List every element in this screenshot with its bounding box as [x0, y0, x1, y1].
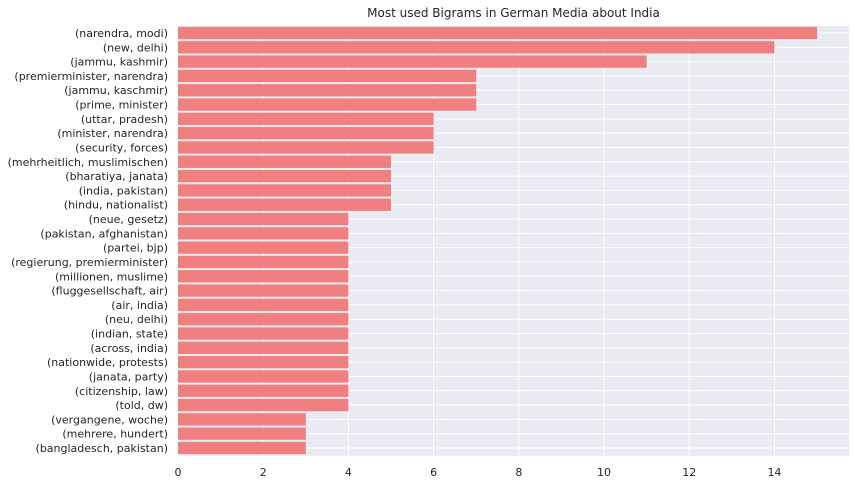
bar: [178, 427, 306, 440]
bar: [178, 284, 349, 297]
bar: [178, 127, 434, 140]
y-tick-label: (india, pakistan): [79, 184, 168, 197]
bar: [178, 441, 306, 455]
bars: [178, 26, 818, 455]
bar: [178, 112, 434, 126]
bar: [178, 184, 392, 197]
y-tick-label: (mehrere, hundert): [62, 428, 168, 441]
y-tick-label: (mehrheitlich, muslimischen): [8, 156, 168, 169]
bar: [178, 41, 775, 54]
x-tick-label: 2: [260, 466, 267, 479]
bar: [178, 84, 477, 97]
bar: [178, 398, 349, 412]
bar: [178, 98, 477, 111]
bar: [178, 313, 349, 326]
bar: [178, 169, 392, 183]
bar: [178, 255, 349, 269]
bar: [178, 298, 349, 312]
y-tick-label: (premierminister, narendra): [14, 70, 168, 83]
y-tick-label: (partei, bjp): [103, 242, 168, 255]
bar: [178, 212, 349, 226]
y-tick-label: (told, dw): [115, 399, 168, 412]
y-tick-label: (millionen, muslime): [55, 270, 168, 283]
x-tick-labels: 0 2 4 6 8 10 12 14: [175, 466, 782, 479]
x-tick-label: 14: [767, 466, 781, 479]
y-tick-label: (janata, party): [89, 370, 168, 383]
y-tick-label: (neue, gesetz): [89, 213, 168, 226]
bar: [178, 227, 349, 240]
y-tick-label: (hindu, nationalist): [64, 199, 168, 212]
bar: [178, 198, 392, 211]
y-tick-label: (security, forces): [75, 141, 168, 154]
plot-background: [178, 26, 849, 456]
x-tick-label: 4: [345, 466, 352, 479]
bar: [178, 69, 477, 83]
y-tick-label: (neu, delhi): [105, 313, 168, 326]
bar: [178, 26, 818, 40]
x-tick-label: 10: [597, 466, 611, 479]
bar: [178, 241, 349, 254]
y-tick-label: (citizenship, law): [75, 385, 168, 398]
y-tick-label: (pakistan, afghanistan): [40, 227, 168, 240]
bar: [178, 327, 349, 340]
y-tick-label: (bharatiya, janata): [65, 170, 168, 183]
y-tick-label: (indian, state): [91, 328, 168, 341]
bar: [178, 55, 647, 68]
bar: [178, 270, 349, 283]
y-tick-label: (minister, narendra): [57, 127, 168, 140]
y-tick-label: (nationwide, protests): [47, 356, 168, 369]
x-tick-label: 0: [175, 466, 182, 479]
y-tick-label: (regierung, premierminister): [11, 256, 168, 269]
x-tick-label: 12: [682, 466, 696, 479]
bar: [178, 370, 349, 383]
y-tick-label: (uttar, pradesh): [81, 113, 168, 126]
bar: [178, 384, 349, 397]
bar: [178, 155, 392, 168]
y-tick-label: (vergangene, woche): [51, 413, 168, 426]
bar: [178, 413, 306, 426]
y-tick-label: (prime, minister): [75, 99, 168, 112]
bar: [178, 141, 434, 154]
y-tick-label: (jammu, kaschmir): [64, 84, 168, 97]
y-tick-label: (jammu, kashmir): [70, 56, 168, 69]
y-tick-labels: (narendra, modi)(new, delhi) (jammu, kash…: [8, 27, 168, 455]
y-tick-label: (across, india): [90, 342, 168, 355]
y-tick-label: (new, delhi): [103, 41, 168, 54]
bar: [178, 341, 349, 354]
bar: [178, 355, 349, 369]
y-tick-label: (fluggesellschaft, air): [51, 285, 168, 298]
y-tick-label: (bangladesch, pakistan): [36, 442, 168, 455]
y-tick-label: (air, india): [111, 299, 168, 312]
y-tick-label: (narendra, modi): [75, 27, 168, 40]
x-tick-label: 6: [430, 466, 437, 479]
x-tick-label: 8: [515, 466, 522, 479]
chart-title: Most used Bigrams in German Media about …: [367, 6, 660, 20]
